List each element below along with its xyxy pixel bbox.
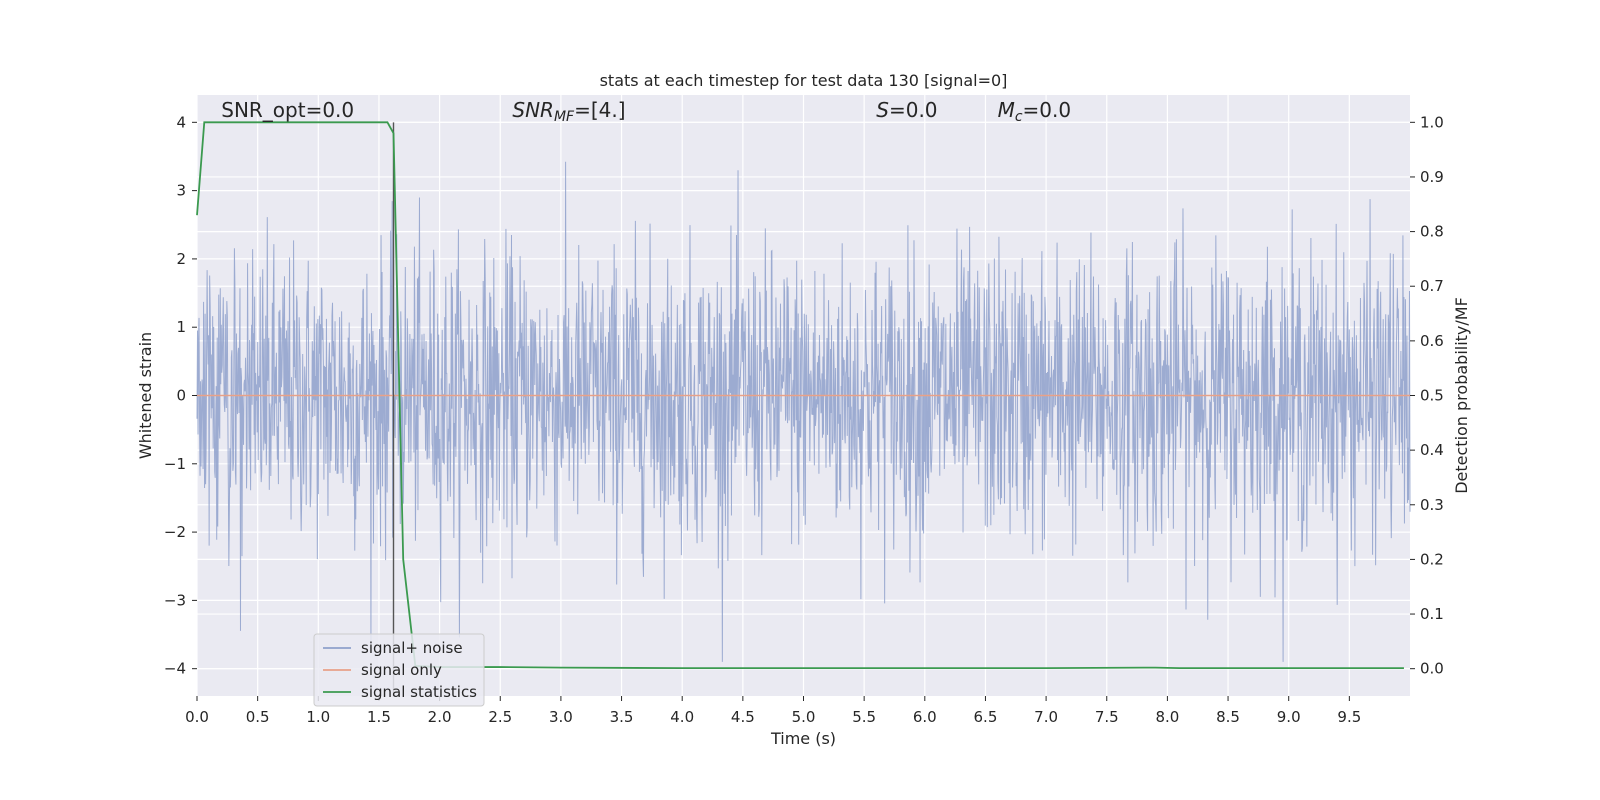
legend: signal+ noise signal only signal statist… bbox=[313, 633, 485, 707]
legend-box bbox=[313, 633, 485, 707]
x-tick-label: 2.5 bbox=[488, 708, 512, 726]
y-tick-label-left: 1 bbox=[176, 318, 186, 336]
x-axis-label: Time (s) bbox=[770, 729, 836, 748]
x-tick-label: 7.5 bbox=[1095, 708, 1119, 726]
y-tick-label-right: 0.1 bbox=[1420, 605, 1444, 623]
x-tick-label: 0.5 bbox=[246, 708, 270, 726]
x-tick-label: 0.0 bbox=[185, 708, 209, 726]
annotation-text: SNR_opt=0.0 bbox=[221, 98, 354, 122]
y-tick-label-left: −1 bbox=[164, 455, 186, 473]
x-tick-label: 9.5 bbox=[1337, 708, 1361, 726]
x-ticks: 0.0 0.5 1.0 1.5 2.0 2.5 3.0 3.5 4.0 4.5 5.0 5.5 6.0 6… bbox=[185, 696, 1361, 726]
legend-label-statistics: signal statistics bbox=[361, 683, 477, 701]
y-axis-label-right: Detection probability/MF bbox=[1452, 297, 1471, 494]
x-tick-label: 3.0 bbox=[549, 708, 573, 726]
y-tick-label-left: −2 bbox=[164, 523, 186, 541]
annotations: SNR_opt=0.0 SNRMF=[4.] S=0.0 Mc=0.0 bbox=[221, 98, 1071, 125]
legend-label-noise: signal+ noise bbox=[361, 639, 463, 657]
x-tick-label: 6.5 bbox=[974, 708, 998, 726]
y-tick-label-right: 0.2 bbox=[1420, 550, 1444, 568]
chart-title: stats at each timestep for test data 130… bbox=[600, 71, 1008, 90]
legend-label-signal: signal only bbox=[361, 661, 442, 679]
y-axis-label-left: Whitened strain bbox=[136, 332, 155, 459]
y-tick-label-right: 0.9 bbox=[1420, 168, 1444, 186]
x-tick-label: 5.5 bbox=[852, 708, 876, 726]
y-tick-label-left: 0 bbox=[176, 387, 186, 405]
y-tick-label-right: 0.4 bbox=[1420, 441, 1444, 459]
y-tick-label-right: 0.6 bbox=[1420, 332, 1444, 350]
y-ticks-right: 1.0 0.9 0.8 0.7 0.6 0.5 0.4 0.3 0.2 0.1 0.0 bbox=[1410, 113, 1444, 678]
y-tick-label-left: 2 bbox=[176, 250, 186, 268]
y-tick-label-left: 4 bbox=[176, 113, 186, 131]
x-tick-label: 8.0 bbox=[1155, 708, 1179, 726]
x-tick-label: 9.0 bbox=[1277, 708, 1301, 726]
x-tick-label: 1.5 bbox=[367, 708, 391, 726]
x-tick-label: 3.5 bbox=[610, 708, 634, 726]
x-tick-label: 1.0 bbox=[306, 708, 330, 726]
x-tick-label: 8.5 bbox=[1216, 708, 1240, 726]
x-tick-label: 5.0 bbox=[792, 708, 816, 726]
y-tick-label-right: 0.0 bbox=[1420, 660, 1444, 678]
y-ticks-left: 4 3 2 1 0 −1 −2 −3 −4 bbox=[164, 113, 197, 678]
y-tick-label-right: 0.7 bbox=[1420, 277, 1444, 295]
y-tick-label-right: 0.3 bbox=[1420, 496, 1444, 514]
y-tick-label-right: 0.5 bbox=[1420, 387, 1444, 405]
x-tick-label: 4.0 bbox=[670, 708, 694, 726]
y-tick-label-left: −3 bbox=[164, 591, 186, 609]
y-tick-label-right: 0.8 bbox=[1420, 223, 1444, 241]
y-tick-label-right: 1.0 bbox=[1420, 113, 1444, 131]
y-tick-label-left: 3 bbox=[176, 182, 186, 200]
x-tick-label: 4.5 bbox=[731, 708, 755, 726]
annotation-text: SNRMF=[4.] bbox=[512, 98, 625, 125]
x-tick-label: 2.0 bbox=[428, 708, 452, 726]
annotation-text: Mc=0.0 bbox=[998, 98, 1072, 125]
x-tick-label: 6.0 bbox=[913, 708, 937, 726]
x-tick-label: 7.0 bbox=[1034, 708, 1058, 726]
annotation-text: S=0.0 bbox=[876, 98, 937, 122]
y-tick-label-left: −4 bbox=[164, 660, 186, 678]
